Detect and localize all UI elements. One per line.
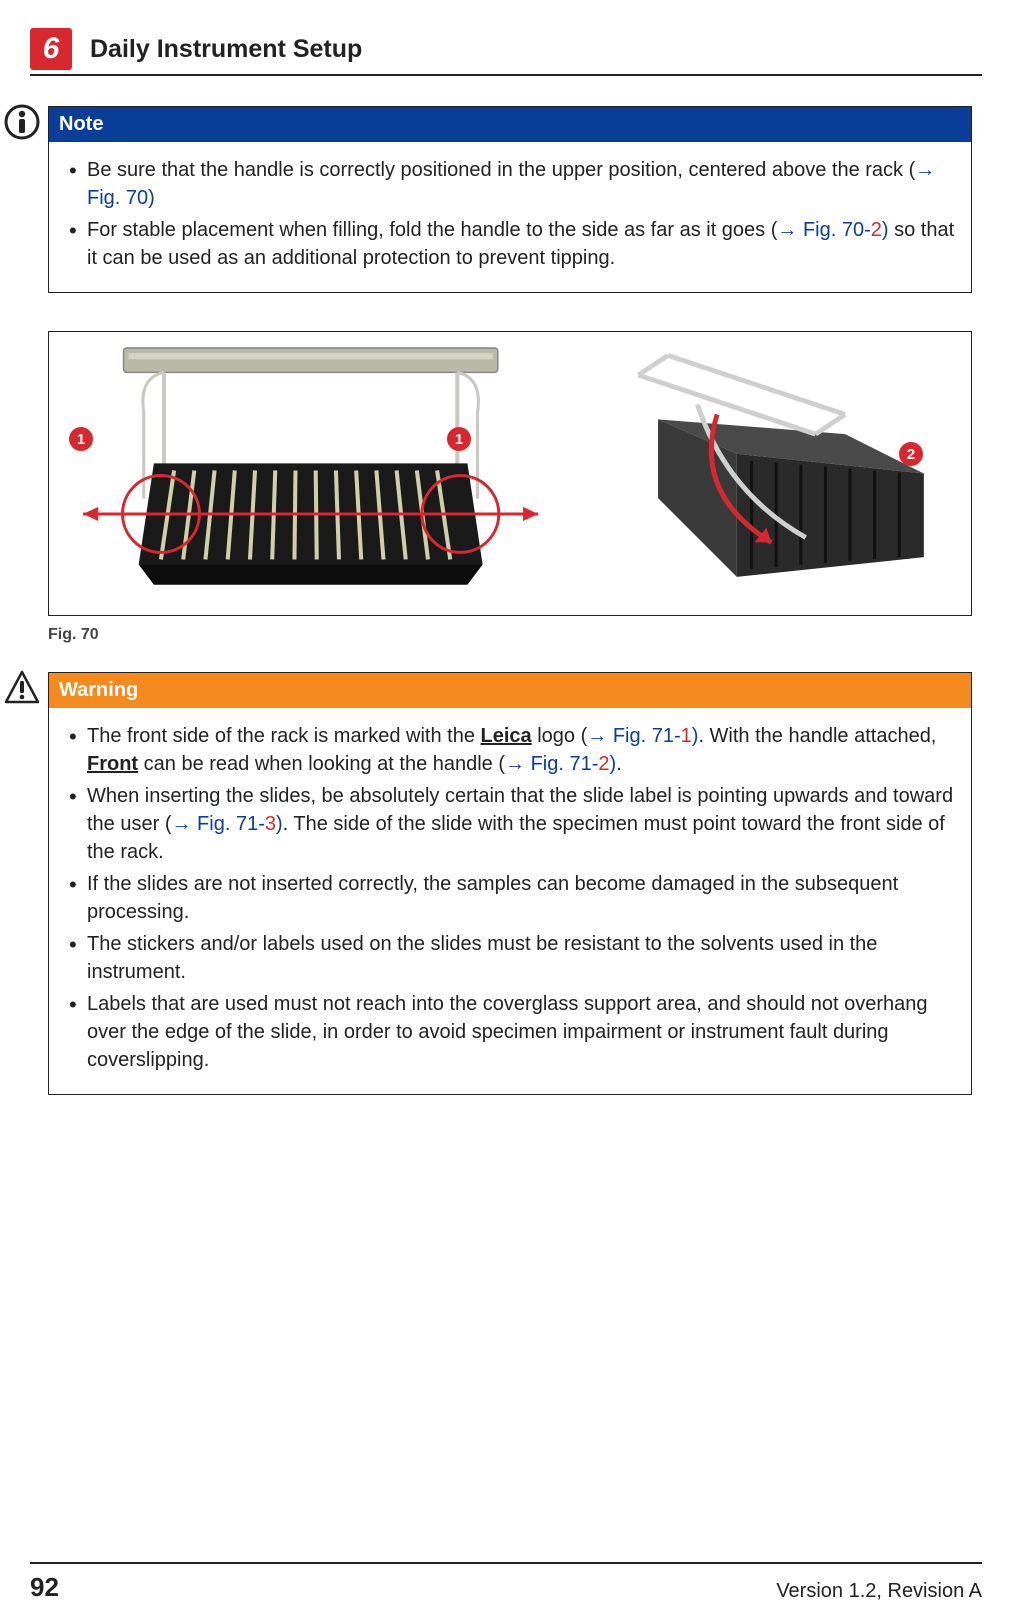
- warning-text: (: [165, 813, 172, 835]
- figure-reference: → Fig. 71-: [505, 753, 598, 775]
- figure-reference: → Fig. 71-: [172, 813, 265, 835]
- figure-reference: → Fig. 71-: [587, 725, 680, 747]
- ref-paren-close: ): [148, 187, 155, 209]
- warning-item: When inserting the slides, be absolutely…: [65, 782, 955, 866]
- emphasis-text: Front: [87, 753, 138, 775]
- figure-70: 1 1: [48, 331, 972, 644]
- warning-header: Warning: [49, 673, 971, 708]
- note-callout: Note Be sure that the handle is correctl…: [48, 106, 972, 293]
- rack-illustration-upright: 1 1: [67, 342, 554, 605]
- note-header: Note: [49, 107, 971, 142]
- ref-paren-close: ): [882, 219, 894, 241]
- rack-illustration-folded: 2: [599, 342, 953, 605]
- warning-text: . With the handle attached,: [698, 725, 936, 747]
- warning-item: The stickers and/or labels used on the s…: [65, 930, 955, 986]
- note-box: Note Be sure that the handle is correctl…: [48, 106, 972, 293]
- note-item: Be sure that the handle is correctly pos…: [65, 156, 955, 212]
- page-content: Note Be sure that the handle is correctl…: [0, 76, 1012, 1095]
- warning-text: The front side of the rack is marked wit…: [87, 725, 481, 747]
- callout-marker-2: 2: [899, 442, 923, 466]
- callout-marker-1-right: 1: [447, 427, 471, 451]
- note-item: For stable placement when filling, fold …: [65, 216, 955, 272]
- figure-reference: 1: [681, 725, 692, 747]
- warning-text: logo: [532, 725, 581, 747]
- warning-text: Labels that are used must not reach into…: [87, 993, 928, 1071]
- figure-reference: 2: [598, 753, 609, 775]
- warning-item: The front side of the rack is marked wit…: [65, 722, 955, 778]
- figure-reference-num: 2: [871, 219, 882, 241]
- warning-text: If the slides are not inserted correctly…: [87, 873, 898, 923]
- page-header: 6 Daily Instrument Setup: [30, 28, 982, 76]
- warning-list: The front side of the rack is marked wit…: [65, 722, 955, 1074]
- chapter-number-badge: 6: [30, 28, 72, 70]
- warning-text: .: [616, 753, 622, 775]
- figure-reference: ): [276, 813, 283, 835]
- page-footer: 92 Version 1.2, Revision A: [30, 1562, 982, 1603]
- figure-reference: 3: [265, 813, 276, 835]
- version-text: Version 1.2, Revision A: [776, 1580, 982, 1603]
- page-number: 92: [30, 1572, 59, 1603]
- emphasis-text: Leica: [481, 725, 532, 747]
- note-text: For stable placement when filling, fold …: [87, 219, 771, 241]
- note-body: Be sure that the handle is correctly pos…: [49, 142, 971, 292]
- note-list: Be sure that the handle is correctly pos…: [65, 156, 955, 272]
- warning-item: If the slides are not inserted correctly…: [65, 870, 955, 926]
- note-text: Be sure that the handle is correctly pos…: [87, 159, 909, 181]
- warning-text: The stickers and/or labels used on the s…: [87, 933, 877, 983]
- warning-text: can be read when looking at the handle: [138, 753, 498, 775]
- info-icon: [4, 104, 40, 140]
- warning-callout: Warning The front side of the rack is ma…: [48, 672, 972, 1095]
- callout-marker-1-left: 1: [69, 427, 93, 451]
- chapter-title: Daily Instrument Setup: [90, 35, 362, 64]
- warning-box: Warning The front side of the rack is ma…: [48, 672, 972, 1095]
- warning-icon: [4, 670, 40, 706]
- figure-reference: → Fig. 70-: [777, 219, 870, 241]
- figure-box: 1 1: [48, 331, 972, 616]
- warning-body: The front side of the rack is marked wit…: [49, 708, 971, 1094]
- warning-item: Labels that are used must not reach into…: [65, 990, 955, 1074]
- figure-caption: Fig. 70: [48, 626, 972, 644]
